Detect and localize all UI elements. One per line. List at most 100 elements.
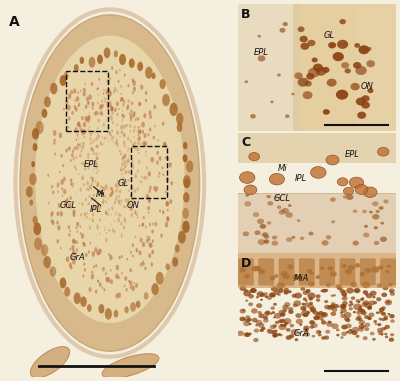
Circle shape bbox=[127, 147, 129, 150]
Circle shape bbox=[264, 292, 268, 296]
Circle shape bbox=[76, 139, 77, 141]
Circle shape bbox=[60, 277, 66, 288]
Circle shape bbox=[303, 325, 310, 330]
Text: IPL: IPL bbox=[295, 174, 307, 183]
Circle shape bbox=[90, 137, 92, 141]
Circle shape bbox=[123, 225, 125, 229]
Circle shape bbox=[332, 304, 335, 306]
Circle shape bbox=[368, 306, 372, 309]
Circle shape bbox=[53, 130, 56, 136]
Circle shape bbox=[97, 139, 98, 141]
Circle shape bbox=[101, 112, 103, 116]
Circle shape bbox=[51, 211, 54, 216]
Circle shape bbox=[92, 148, 94, 152]
Circle shape bbox=[248, 294, 254, 299]
Circle shape bbox=[366, 293, 372, 298]
Circle shape bbox=[132, 255, 134, 257]
Circle shape bbox=[129, 180, 130, 182]
Circle shape bbox=[147, 206, 150, 210]
Circle shape bbox=[77, 122, 80, 127]
Circle shape bbox=[311, 309, 316, 313]
Circle shape bbox=[280, 28, 286, 33]
Circle shape bbox=[112, 140, 114, 142]
Circle shape bbox=[133, 86, 136, 92]
Circle shape bbox=[88, 106, 90, 107]
Circle shape bbox=[155, 189, 157, 192]
Circle shape bbox=[240, 317, 246, 321]
Circle shape bbox=[130, 114, 133, 119]
Circle shape bbox=[95, 165, 98, 170]
Circle shape bbox=[250, 114, 256, 118]
Circle shape bbox=[286, 237, 292, 242]
Circle shape bbox=[99, 184, 100, 186]
Circle shape bbox=[263, 316, 268, 320]
Circle shape bbox=[284, 288, 289, 292]
Circle shape bbox=[137, 62, 143, 71]
Circle shape bbox=[366, 47, 372, 51]
Circle shape bbox=[258, 239, 265, 245]
Circle shape bbox=[105, 184, 107, 187]
Circle shape bbox=[388, 283, 393, 287]
Circle shape bbox=[111, 191, 113, 196]
Circle shape bbox=[79, 124, 81, 128]
Circle shape bbox=[114, 87, 116, 91]
Circle shape bbox=[134, 282, 135, 284]
Circle shape bbox=[316, 294, 321, 298]
Circle shape bbox=[122, 119, 123, 122]
Circle shape bbox=[96, 88, 98, 90]
Circle shape bbox=[302, 308, 306, 311]
Circle shape bbox=[282, 305, 289, 310]
Circle shape bbox=[80, 57, 84, 64]
Circle shape bbox=[148, 110, 152, 115]
Circle shape bbox=[132, 143, 135, 147]
Circle shape bbox=[103, 187, 106, 190]
Circle shape bbox=[130, 109, 132, 112]
Circle shape bbox=[139, 102, 141, 106]
Circle shape bbox=[310, 325, 314, 329]
Circle shape bbox=[119, 69, 121, 71]
Circle shape bbox=[76, 139, 77, 141]
Circle shape bbox=[110, 94, 111, 96]
Circle shape bbox=[177, 123, 182, 132]
Circle shape bbox=[342, 301, 348, 306]
Circle shape bbox=[130, 302, 136, 312]
Circle shape bbox=[98, 280, 99, 282]
Circle shape bbox=[80, 296, 87, 307]
Circle shape bbox=[167, 192, 168, 195]
Circle shape bbox=[358, 327, 364, 332]
Circle shape bbox=[357, 315, 361, 319]
Circle shape bbox=[88, 185, 91, 189]
Circle shape bbox=[65, 100, 68, 105]
Circle shape bbox=[63, 107, 65, 110]
Circle shape bbox=[270, 101, 274, 103]
Circle shape bbox=[71, 153, 74, 157]
Circle shape bbox=[379, 307, 384, 312]
Circle shape bbox=[292, 236, 295, 239]
Circle shape bbox=[122, 168, 125, 171]
Circle shape bbox=[100, 206, 102, 208]
Circle shape bbox=[136, 248, 138, 251]
Circle shape bbox=[381, 327, 386, 331]
Circle shape bbox=[68, 117, 70, 120]
Circle shape bbox=[99, 233, 100, 235]
Circle shape bbox=[105, 211, 108, 215]
Circle shape bbox=[72, 213, 75, 217]
Text: GCL: GCL bbox=[274, 194, 291, 203]
Text: ON: ON bbox=[126, 201, 139, 210]
Circle shape bbox=[83, 263, 85, 266]
Circle shape bbox=[111, 91, 112, 93]
Circle shape bbox=[318, 331, 321, 333]
Circle shape bbox=[56, 211, 59, 216]
Circle shape bbox=[130, 110, 133, 115]
Circle shape bbox=[303, 313, 308, 317]
Circle shape bbox=[165, 156, 167, 160]
Circle shape bbox=[141, 181, 142, 184]
Circle shape bbox=[56, 239, 59, 243]
Ellipse shape bbox=[102, 354, 159, 378]
Circle shape bbox=[258, 311, 262, 314]
Circle shape bbox=[110, 269, 112, 272]
Circle shape bbox=[165, 201, 168, 206]
Circle shape bbox=[126, 288, 128, 291]
Circle shape bbox=[249, 152, 260, 161]
Circle shape bbox=[134, 211, 137, 215]
